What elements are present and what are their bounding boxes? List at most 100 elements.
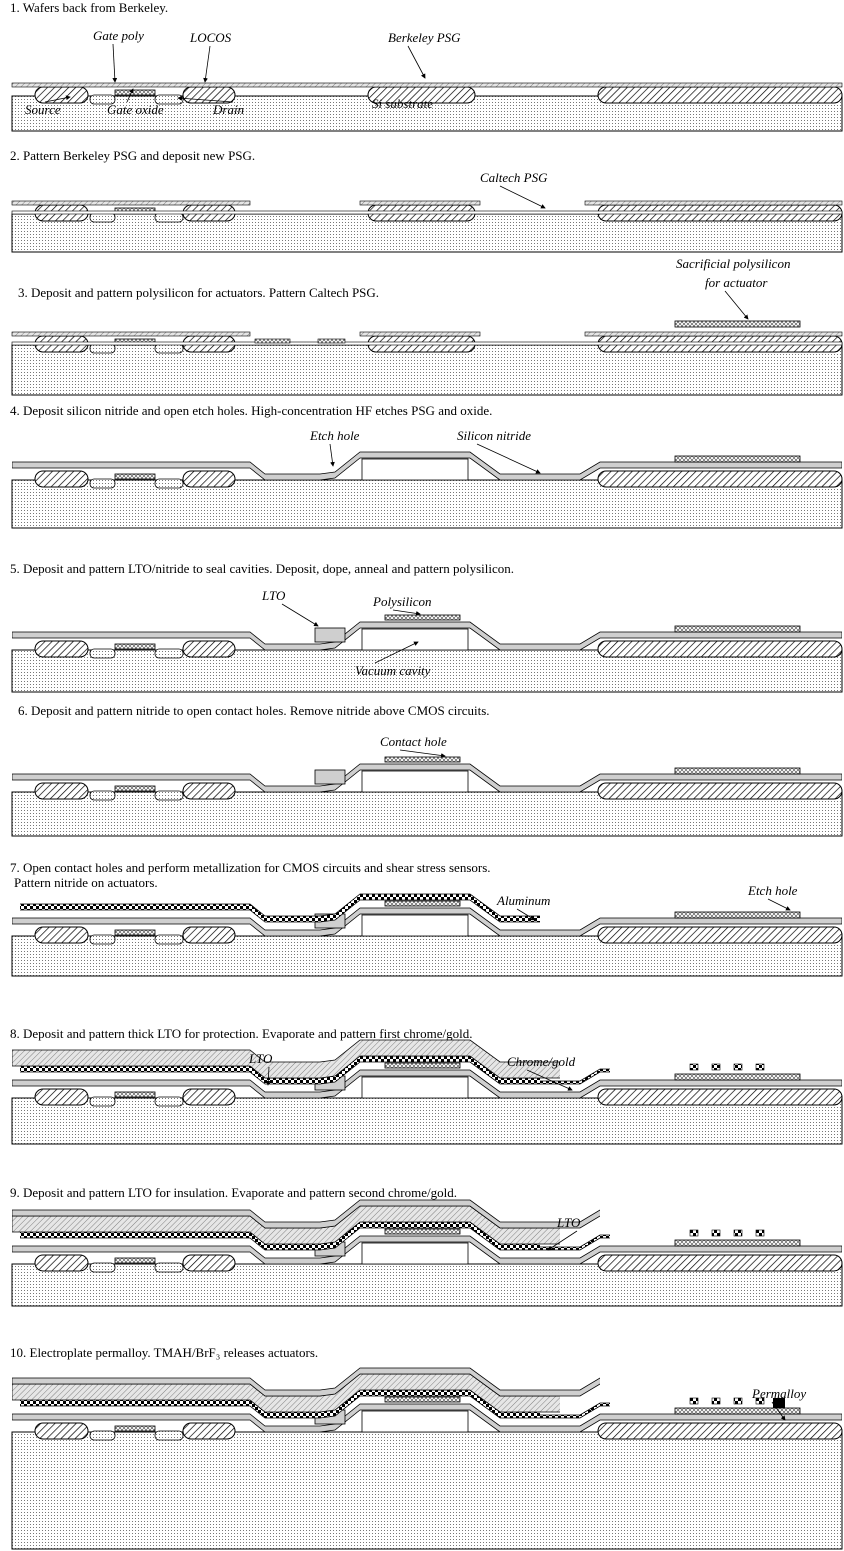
caltech-psg [12,342,842,345]
berkeley-psg [12,83,842,87]
locos [183,641,235,657]
callout-label: Silicon nitride [457,428,531,443]
gold-pad [690,1064,698,1070]
locos [183,1255,235,1271]
callout-arrow [205,46,210,82]
polysilicon [385,757,460,762]
step-panel: 8. Deposit and pattern thick LTO for pro… [10,1026,842,1144]
callout-arrow [330,444,333,466]
well [90,935,115,944]
well [90,344,115,353]
callout-arrow [725,291,748,319]
locos [598,641,842,657]
locos [598,1089,842,1105]
locos [35,1423,88,1439]
gate-poly [115,930,155,935]
callout-arrow [768,899,790,910]
step-title: 5. Deposit and pattern LTO/nitride to se… [10,561,514,576]
callout-label: Polysilicon [372,594,432,609]
callout-label: LTO [248,1051,273,1066]
callout-arrow [400,750,445,756]
polysilicon [385,1397,460,1402]
polysilicon [385,1229,460,1234]
callout-label: Permalloy [751,1386,806,1401]
callout-label: Gate poly [93,28,144,43]
step-panel: 2. Pattern Berkeley PSG and deposit new … [10,148,842,252]
cavity [362,1411,468,1432]
step-title: 3. Deposit and pattern polysilicon for a… [18,285,379,300]
locos [35,783,88,799]
lto-plug [315,628,345,642]
actuator-poly [675,321,800,327]
step-title: 9. Deposit and pattern LTO for insulatio… [10,1185,457,1200]
gold-pad [690,1230,698,1236]
callout-label: Drain [212,102,244,117]
callout-label: Gate oxide [107,102,164,117]
actuator-poly [675,626,800,632]
locos [183,927,235,943]
locos [183,471,235,487]
cavity [362,459,468,480]
gate-poly [115,1092,155,1097]
callout-label: Berkeley PSG [388,30,461,45]
callout-label: LTO [261,588,286,603]
actuator-poly [675,912,800,918]
callout-label: Chrome/gold [507,1054,576,1069]
well [155,1097,183,1106]
gold-pad [756,1230,764,1236]
well [90,479,115,488]
callout-label: Vacuum cavity [355,663,431,678]
gold-pad [712,1398,720,1404]
actuator-poly [675,456,800,462]
gold-pad [690,1398,698,1404]
poly-piece [318,339,345,343]
locos [598,87,842,103]
locos [598,1423,842,1439]
callout-arrow [113,44,115,82]
gold-pad [734,1064,742,1070]
locos [598,1255,842,1271]
callout-label: Caltech PSG [480,170,548,185]
callout-label: LTO [556,1215,581,1230]
step-panel: 5. Deposit and pattern LTO/nitride to se… [10,561,842,692]
locos [35,471,88,487]
cavity [362,915,468,936]
poly-piece [255,339,290,343]
gate-poly [115,644,155,649]
callout-arrow [500,186,545,208]
well [155,935,183,944]
gold-pad [712,1230,720,1236]
step-panel: 4. Deposit silicon nitride and open etch… [10,403,842,528]
step-title: 2. Pattern Berkeley PSG and deposit new … [10,148,255,163]
callout-label: for actuator [705,275,768,290]
callout-arrow [393,610,420,614]
step-panel: 9. Deposit and pattern LTO for insulatio… [10,1185,842,1306]
cavity [362,629,468,650]
callout-label: Source [25,102,61,117]
gold-pad [756,1064,764,1070]
callout-label: LOCOS [189,30,232,45]
step-title: Pattern nitride on actuators. [14,875,158,890]
gate-poly [115,1258,155,1263]
locos [598,783,842,799]
callout-label: Contact hole [380,734,447,749]
locos [35,1255,88,1271]
locos [35,1089,88,1105]
callout-arrow [282,604,318,626]
lto-plug [315,770,345,784]
cavity [362,771,468,792]
well [155,213,183,222]
actuator-poly [675,1240,800,1246]
callout-label: Si substrate [372,96,433,111]
callout-label: Aluminum [496,893,550,908]
step-panel: 6. Deposit and pattern nitride to open c… [12,703,842,836]
well [90,1097,115,1106]
gold-pad [734,1398,742,1404]
well [155,344,183,353]
gate-poly [115,90,155,95]
well [90,649,115,658]
gate-poly [115,474,155,479]
well [90,1263,115,1272]
locos [35,927,88,943]
caltech-psg [12,211,842,214]
